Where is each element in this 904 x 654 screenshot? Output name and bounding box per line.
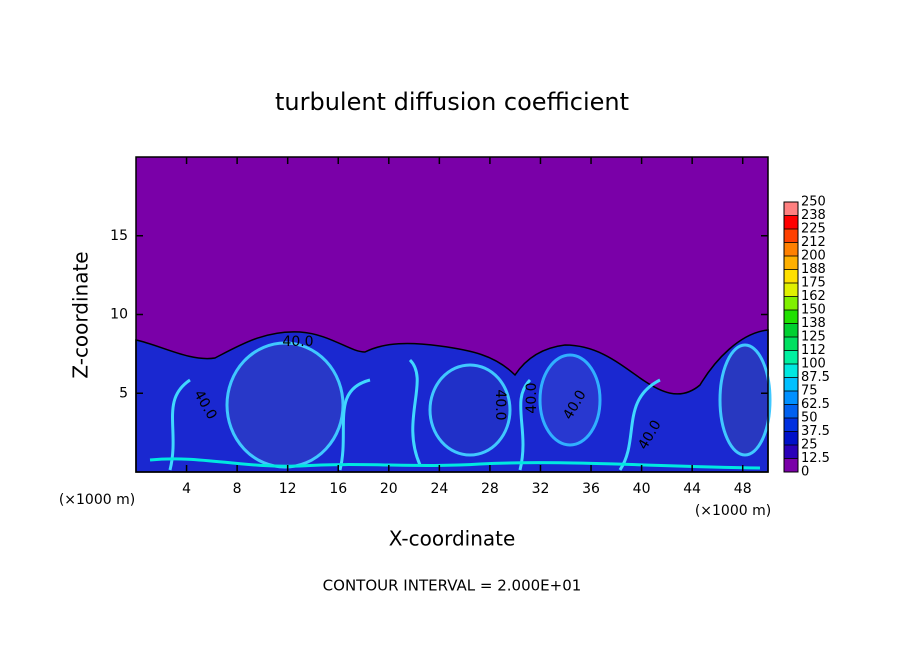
field-filament xyxy=(149,457,761,470)
colorbar-bin xyxy=(784,445,798,459)
contour-label: 40.0 xyxy=(524,382,540,413)
field-eddy xyxy=(225,341,345,469)
x-tick-label: 4 xyxy=(182,481,191,497)
field-eddy xyxy=(718,343,772,457)
colorbar-bin xyxy=(784,296,798,310)
colorbar-bin xyxy=(784,364,798,378)
colorbar-label: 100 xyxy=(801,357,826,372)
colorbar-label: 125 xyxy=(801,330,826,345)
x-tick-label: 32 xyxy=(532,481,550,497)
colorbar-label: 250 xyxy=(801,195,826,210)
colorbar-bin xyxy=(784,323,798,337)
colorbar-label: 0 xyxy=(801,465,809,480)
colorbar-label: 50 xyxy=(801,411,818,426)
colorbar-label: 212 xyxy=(801,235,826,250)
x-tick-label: 40 xyxy=(633,481,651,497)
colorbar-bin xyxy=(784,229,798,243)
colorbar-bin xyxy=(784,350,798,364)
colorbar-bin xyxy=(784,256,798,270)
colorbar-bin xyxy=(784,202,798,216)
x-tick-label: 44 xyxy=(683,481,701,497)
colorbar-label: 37.5 xyxy=(801,424,830,439)
contour-label: 40.0 xyxy=(492,389,508,420)
colorbar-label: 150 xyxy=(801,303,826,318)
colorbar-bin xyxy=(784,269,798,283)
colorbar-label: 238 xyxy=(801,208,826,223)
colorbar-bin xyxy=(784,283,798,297)
colorbar-label: 25 xyxy=(801,438,818,453)
x-unit: (×1000 m) xyxy=(59,492,135,508)
colorbar-bin xyxy=(784,215,798,229)
colorbar-bin xyxy=(784,337,798,351)
field-eddy xyxy=(538,353,602,447)
chart-title: turbulent diffusion coefficient xyxy=(275,88,629,116)
colorbar-label: 62.5 xyxy=(801,397,830,412)
colorbar-label: 200 xyxy=(801,249,826,264)
colorbar-label: 87.5 xyxy=(801,370,830,385)
colorbar-label: 225 xyxy=(801,222,826,237)
y-tick-label: 5 xyxy=(119,385,128,401)
x-tick-label: 24 xyxy=(430,481,448,497)
contour-label: 40.0 xyxy=(282,334,313,350)
colorbar-bin xyxy=(784,431,798,445)
colorbar-bin xyxy=(784,242,798,256)
x-tick-label: 28 xyxy=(481,481,499,497)
x-unit: (×1000 m) xyxy=(695,503,771,519)
y-axis-label: Z-coordinate xyxy=(69,251,93,378)
x-tick-label: 48 xyxy=(734,481,752,497)
y-tick-label: 15 xyxy=(110,228,128,244)
colorbar-label: 175 xyxy=(801,276,826,291)
colorbar-bin xyxy=(784,310,798,324)
x-tick-label: 36 xyxy=(582,481,600,497)
x-tick-label: 12 xyxy=(279,481,297,497)
colorbar-label: 112 xyxy=(801,343,826,358)
field-eddy xyxy=(428,363,512,457)
footer: CONTOUR INTERVAL = 2.000E+01 xyxy=(323,577,582,595)
field xyxy=(135,157,772,473)
colorbar-label: 12.5 xyxy=(801,451,830,466)
colorbar-label: 138 xyxy=(801,316,826,331)
x-tick-label: 20 xyxy=(380,481,398,497)
field-filament xyxy=(168,358,661,471)
colorbar-bin xyxy=(784,377,798,391)
colorbar-bin xyxy=(784,404,798,418)
x-axis-label: X-coordinate xyxy=(389,527,516,551)
y-tick-label: 10 xyxy=(110,307,128,323)
x-tick-label: 8 xyxy=(233,481,242,497)
colorbar-bin xyxy=(784,391,798,405)
colorbar-label: 188 xyxy=(801,262,826,277)
colorbar-bin xyxy=(784,418,798,432)
colorbar-bin xyxy=(784,458,798,472)
colorbar-label: 75 xyxy=(801,384,818,399)
colorbar-label: 162 xyxy=(801,289,826,304)
x-tick-label: 16 xyxy=(329,481,347,497)
